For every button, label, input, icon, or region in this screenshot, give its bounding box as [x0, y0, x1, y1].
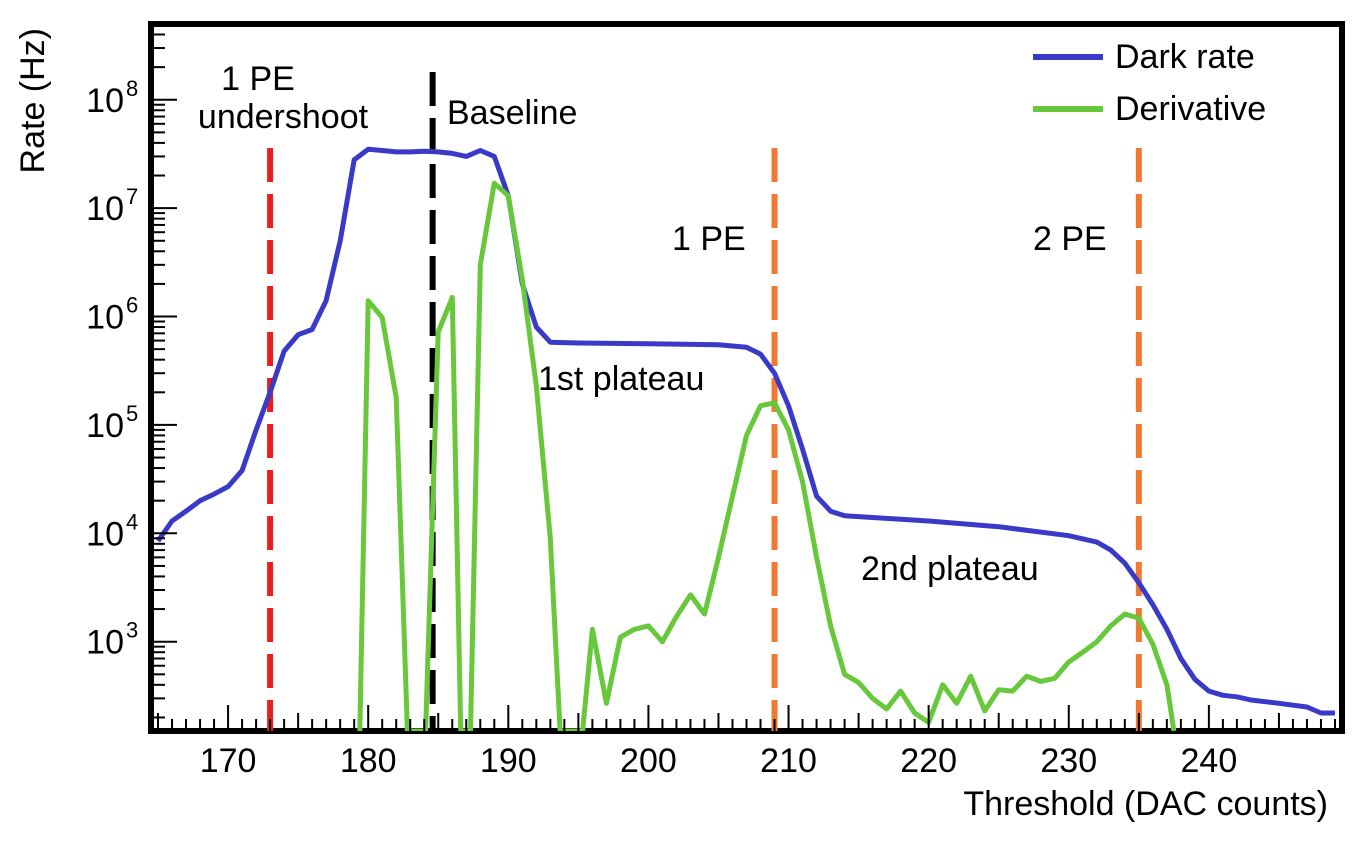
- y-tick-label: 10: [86, 407, 124, 445]
- x-tick-label: 230: [1040, 742, 1097, 780]
- annotation-undershoot-line2: undershoot: [198, 98, 369, 136]
- y-axis-title: Rate (Hz): [14, 28, 52, 173]
- y-tick-exponent: 3: [126, 618, 138, 643]
- y-tick-exponent: 7: [126, 184, 138, 209]
- x-tick-label: 180: [340, 742, 397, 780]
- x-tick-label: 200: [620, 742, 677, 780]
- y-tick-label: 10: [86, 299, 124, 337]
- annotation-1pe: 1 PE: [672, 220, 746, 258]
- x-tick-label: 170: [200, 742, 257, 780]
- y-tick-label: 10: [86, 82, 124, 120]
- y-tick-exponent: 8: [126, 76, 138, 101]
- x-axis-title: Threshold (DAC counts): [963, 785, 1328, 823]
- series-line-derivative: [357, 180, 1177, 731]
- annotation-2pe: 2 PE: [1033, 220, 1107, 258]
- annotation-baseline: Baseline: [447, 94, 577, 132]
- marker-lines: [267, 72, 1142, 731]
- series-layer: [155, 146, 1335, 731]
- x-tick-label: 210: [760, 742, 817, 780]
- x-tick-label: 190: [480, 742, 537, 780]
- legend-label-derivative: Derivative: [1115, 90, 1266, 128]
- y-tick-label: 10: [86, 624, 124, 662]
- x-tick-label: 240: [1181, 742, 1238, 780]
- legend-label-dark-rate: Dark rate: [1115, 38, 1255, 76]
- annotation-undershoot-line1: 1 PE: [221, 60, 295, 98]
- series-line-dark-rate: [155, 146, 1335, 716]
- x-axis-ticks: 170 180 190 200 210 220 230 240: [157, 705, 1336, 780]
- y-tick-exponent: 6: [126, 293, 138, 318]
- y-tick-exponent: 4: [126, 509, 138, 534]
- legend: Dark rate Derivative: [1033, 38, 1266, 128]
- x-tick-label: 220: [900, 742, 957, 780]
- y-tick-label: 10: [86, 190, 124, 228]
- annotation-1st-plateau: 1st plateau: [538, 360, 704, 398]
- annotation-2nd-plateau: 2nd plateau: [861, 550, 1039, 588]
- y-tick-label: 10: [86, 515, 124, 553]
- y-tick-exponent: 5: [126, 401, 138, 426]
